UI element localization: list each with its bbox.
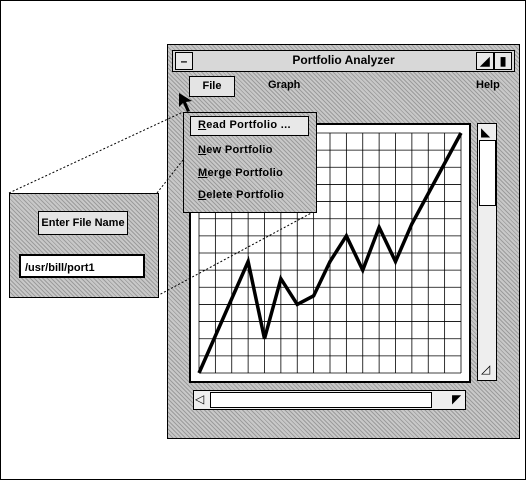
menu-item-merge-portfolio[interactable]: Merge Portfolio bbox=[198, 167, 284, 179]
window-title: Portfolio Analyzer bbox=[292, 53, 395, 67]
maximize-icon[interactable]: ▮ bbox=[494, 52, 512, 70]
enter-file-name-button[interactable]: Enter File Name bbox=[38, 211, 128, 235]
scroll-up-icon[interactable]: ◣ bbox=[481, 125, 491, 139]
mouse-pointer-icon bbox=[179, 93, 192, 112]
horizontal-scroll-thumb[interactable] bbox=[210, 392, 432, 408]
series-line bbox=[197, 132, 463, 374]
menu-item-read-highlight bbox=[190, 116, 309, 136]
window-menu-icon[interactable]: – bbox=[175, 52, 193, 70]
file-dropdown-menu: Read Portfolio ... New Portfolio Merge P… bbox=[183, 112, 317, 213]
scroll-down-icon[interactable]: ◿ bbox=[481, 362, 491, 376]
scroll-right-icon[interactable]: ◤ bbox=[452, 392, 462, 406]
menu-item-new-portfolio[interactable]: New Portfolio bbox=[198, 144, 273, 156]
file-name-input[interactable]: /usr/bill/port1 bbox=[19, 254, 145, 278]
vertical-scrollbar[interactable]: ◣ ◿ bbox=[477, 123, 497, 381]
menu-bar: File Graph Help bbox=[172, 76, 513, 98]
scroll-left-icon[interactable]: ◁ bbox=[195, 392, 205, 406]
file-name-dialog: Enter File Name /usr/bill/port1 bbox=[9, 193, 159, 298]
menu-file[interactable]: File bbox=[189, 76, 235, 97]
menu-help[interactable]: Help bbox=[476, 79, 500, 91]
menu-item-delete-portfolio[interactable]: Delete Portfolio bbox=[198, 189, 285, 201]
minimize-icon[interactable]: ◢ bbox=[476, 52, 494, 70]
menu-graph[interactable]: Graph bbox=[268, 79, 301, 91]
title-bar[interactable]: – Portfolio Analyzer ◢ ▮ bbox=[172, 50, 515, 72]
menu-item-read-portfolio[interactable]: Read Portfolio ... bbox=[198, 119, 291, 131]
portfolio-analyzer-window: – Portfolio Analyzer ◢ ▮ File Graph Help… bbox=[167, 44, 520, 439]
vertical-scroll-thumb[interactable] bbox=[479, 140, 496, 206]
horizontal-scrollbar[interactable]: ◁ ◤ bbox=[193, 390, 466, 410]
